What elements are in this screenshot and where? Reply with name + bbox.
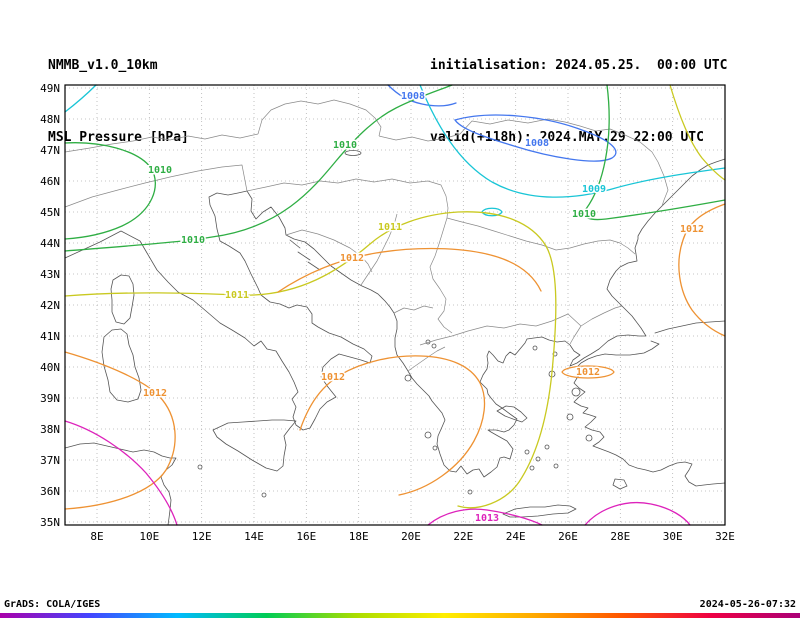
x-axis-tick-label: 10E bbox=[139, 530, 159, 543]
contour-labels: 1008 1008 1009 1010 1010 1010 1010 1011 1011 1012… bbox=[141, 90, 705, 526]
y-axis-tick-label: 36N bbox=[40, 485, 60, 498]
isobar-1012 bbox=[299, 355, 486, 496]
colorbar-strip bbox=[0, 613, 800, 618]
grid-lines bbox=[65, 85, 726, 525]
isobar-1012 bbox=[64, 351, 176, 510]
contour-label: 1012 bbox=[321, 372, 345, 383]
contour-label: 1012 bbox=[680, 224, 704, 235]
isobar-1008 bbox=[453, 114, 617, 162]
y-axis-tick-label: 41N bbox=[40, 330, 60, 343]
coastline-euboea bbox=[496, 405, 528, 423]
x-axis-tick-label: 28E bbox=[610, 530, 630, 543]
model-name: NMMB_v1.0_10km bbox=[48, 58, 158, 73]
isobar-1009 bbox=[64, 84, 97, 113]
isobar-1010 bbox=[64, 84, 453, 252]
contour-label: 1010 bbox=[333, 140, 357, 151]
isobar-1009 bbox=[481, 207, 503, 217]
isobar-1012 bbox=[561, 365, 615, 379]
init-time: initialisation: 2024.05.25. 00:00 UTC bbox=[430, 58, 728, 73]
creation-timestamp: 2024-05-26-07:32 bbox=[699, 599, 796, 610]
x-axis-tick-label: 22E bbox=[453, 530, 473, 543]
isobar-1011 bbox=[669, 84, 726, 181]
isobar-1010 bbox=[64, 142, 156, 240]
isobar-1009 bbox=[419, 84, 726, 198]
y-axis-tick-label: 46N bbox=[40, 175, 60, 188]
x-axis-tick-label: 8E bbox=[90, 530, 103, 543]
contour-label: 1010 bbox=[148, 165, 172, 176]
isobar-1013 bbox=[64, 420, 178, 526]
contour-label: 1011 bbox=[225, 290, 249, 301]
contour-label: 1012 bbox=[340, 253, 364, 264]
contour-label: 1008 bbox=[401, 91, 425, 102]
y-axis-tick-label: 48N bbox=[40, 113, 60, 126]
valid-time: valid(+118h): 2024.MAY.29 22:00 UTC bbox=[430, 130, 704, 145]
contour-label: 1012 bbox=[143, 388, 167, 399]
coastline-turkey-blacksea bbox=[654, 320, 726, 334]
coastline-rhodes bbox=[612, 478, 628, 490]
y-axis-tick-label: 35N bbox=[40, 516, 60, 529]
y-axis-tick-label: 49N bbox=[40, 82, 60, 95]
x-axis-tick-label: 16E bbox=[296, 530, 316, 543]
x-axis-tick-label: 18E bbox=[349, 530, 369, 543]
y-axis-tick-label: 37N bbox=[40, 454, 60, 467]
isobar-1011 bbox=[64, 211, 557, 509]
y-axis-tick-label: 40N bbox=[40, 361, 60, 374]
coastline-sicily bbox=[212, 419, 297, 472]
y-axis-tick-label: 38N bbox=[40, 423, 60, 436]
x-axis-tick-label: 12E bbox=[192, 530, 212, 543]
map-frame bbox=[64, 84, 726, 526]
coastline-tunisia bbox=[64, 442, 177, 526]
contour-label: 1010 bbox=[181, 235, 205, 246]
grads-credit: GrADS: COLA/IGES bbox=[4, 599, 101, 610]
x-axis-tick-label: 14E bbox=[244, 530, 264, 543]
contour-label: 1009 bbox=[582, 184, 606, 195]
y-axis-tick-label: 45N bbox=[40, 206, 60, 219]
isobar-1010 bbox=[583, 84, 726, 221]
contour-label: 1011 bbox=[378, 222, 402, 233]
y-axis-tick-label: 43N bbox=[40, 268, 60, 281]
coastline-turkey bbox=[573, 340, 726, 487]
axis-ticks: 8E 10E 12E 14E 16E 18E 20E 22E 24E 26E 28E 30E 32E 49… bbox=[40, 82, 735, 543]
coastline-corsica bbox=[110, 274, 135, 325]
small-islands bbox=[197, 150, 593, 498]
y-axis-tick-label: 47N bbox=[40, 144, 60, 157]
field-name: MSL Pressure [hPa] bbox=[48, 130, 189, 145]
isobar-1008 bbox=[387, 84, 457, 107]
isobar-1012 bbox=[277, 247, 542, 293]
y-axis-tick-label: 42N bbox=[40, 299, 60, 312]
contour-label: 1010 bbox=[572, 209, 596, 220]
x-axis-tick-label: 20E bbox=[401, 530, 421, 543]
header-right: initialisation: 2024.05.25. 00:00 UTC va… bbox=[430, 6, 727, 198]
coastlines bbox=[64, 99, 726, 526]
isobar-1013 bbox=[427, 508, 543, 526]
isobar-1012 bbox=[678, 203, 726, 337]
x-axis-tick-label: 24E bbox=[506, 530, 526, 543]
contour-label: 1013 bbox=[475, 513, 499, 524]
header-left: NMMB_v1.0_10km MSL Pressure [hPa] bbox=[48, 6, 189, 198]
y-axis-tick-label: 39N bbox=[40, 392, 60, 405]
x-axis-tick-label: 32E bbox=[715, 530, 735, 543]
isobars bbox=[64, 84, 726, 526]
coastline-sardinia bbox=[101, 328, 142, 403]
coastline-italy bbox=[64, 190, 373, 431]
x-axis-tick-label: 30E bbox=[663, 530, 683, 543]
y-axis-tick-label: 44N bbox=[40, 237, 60, 250]
contour-label: 1008 bbox=[525, 138, 549, 149]
x-axis-tick-label: 26E bbox=[558, 530, 578, 543]
contour-label: 1012 bbox=[576, 367, 600, 378]
country-borders bbox=[64, 99, 669, 372]
isobar-1013 bbox=[584, 502, 691, 526]
